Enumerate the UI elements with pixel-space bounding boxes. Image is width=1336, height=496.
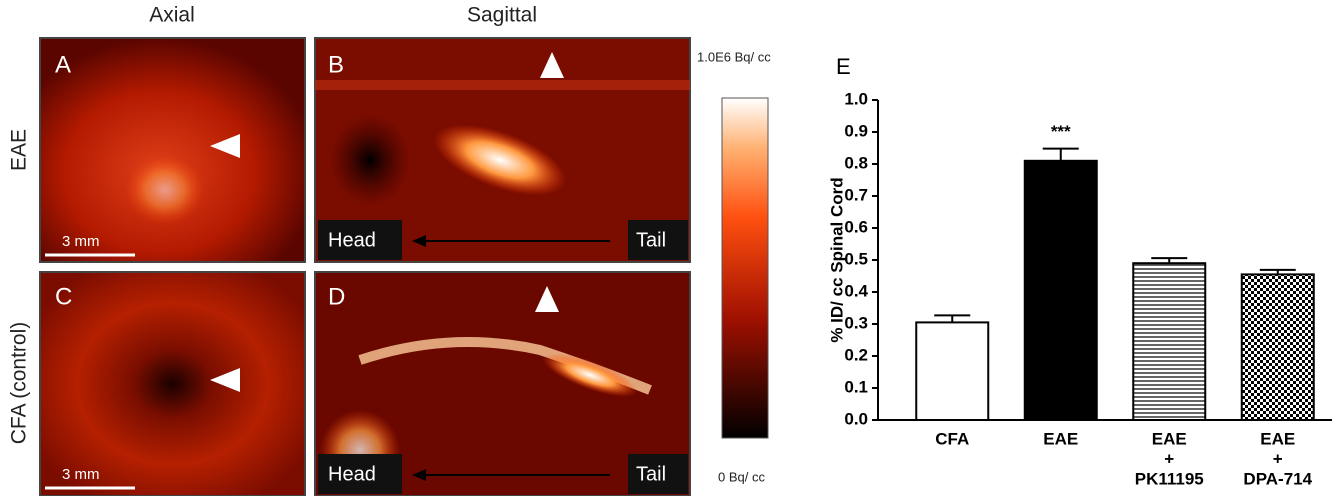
- scale-bar-label: 3 mm: [62, 233, 100, 250]
- x-tick-label: EAE: [1260, 429, 1295, 448]
- scale-bar-label: 3 mm: [62, 466, 100, 483]
- head-label: Head: [328, 463, 376, 485]
- image-a: [39, 37, 306, 263]
- x-tick-label: EAE: [1152, 429, 1187, 448]
- column-title: Sagittal: [467, 4, 537, 27]
- row-title: CFA (control): [8, 322, 31, 445]
- column-title: Axial: [149, 4, 195, 27]
- x-tick-label: CFA: [935, 429, 969, 448]
- y-tick-label: 0.2: [844, 345, 868, 364]
- head-label: Head: [328, 229, 376, 251]
- x-tick-label: DPA-714: [1243, 469, 1312, 488]
- panel-label: A: [55, 51, 71, 78]
- colorbar: [721, 97, 769, 439]
- x-tick-label: +: [1164, 449, 1174, 468]
- panel-label: C: [55, 283, 72, 310]
- y-tick-label: 0.1: [844, 377, 868, 396]
- colorbar-min: 0 Bq/ cc: [718, 469, 765, 484]
- bar: [1132, 262, 1207, 422]
- panel-label: E: [836, 54, 851, 79]
- y-tick-label: 0.5: [844, 249, 868, 268]
- y-tick-label: 0.4: [844, 281, 868, 300]
- panel-label: B: [328, 51, 344, 78]
- bar: [915, 321, 990, 421]
- tail-label: Tail: [636, 229, 666, 251]
- x-tick-label: EAE: [1043, 429, 1078, 448]
- y-tick-label: 0.3: [844, 313, 868, 332]
- significance: ***: [1051, 122, 1071, 141]
- image-c: [39, 271, 306, 496]
- panel-label: D: [328, 283, 345, 310]
- images: Axial Sagittal EAE CFA (control) A B C D…: [8, 4, 771, 496]
- bar: [1240, 273, 1315, 421]
- bar: [1023, 159, 1098, 422]
- x-tick-label: PK11195: [1135, 469, 1204, 488]
- x-tick-label: +: [1273, 449, 1283, 468]
- y-tick-label: 0.6: [844, 217, 868, 236]
- row-title: EAE: [8, 129, 31, 171]
- y-tick-label: 0.7: [844, 185, 868, 204]
- y-tick-label: 0.0: [844, 409, 868, 428]
- y-tick-label: 1.0: [844, 89, 868, 108]
- y-axis-label: % ID/ cc Spinal Cord: [827, 177, 846, 342]
- y-tick-label: 0.8: [844, 153, 868, 172]
- bar-chart: E % ID/ cc Spinal Cord 0.0 0.1 0.2 0.3 0.4 0.…: [827, 54, 1332, 488]
- colorbar-max: 1.0E6 Bq/ cc: [697, 49, 771, 64]
- y-tick-label: 0.9: [844, 121, 868, 140]
- tail-label: Tail: [636, 463, 666, 485]
